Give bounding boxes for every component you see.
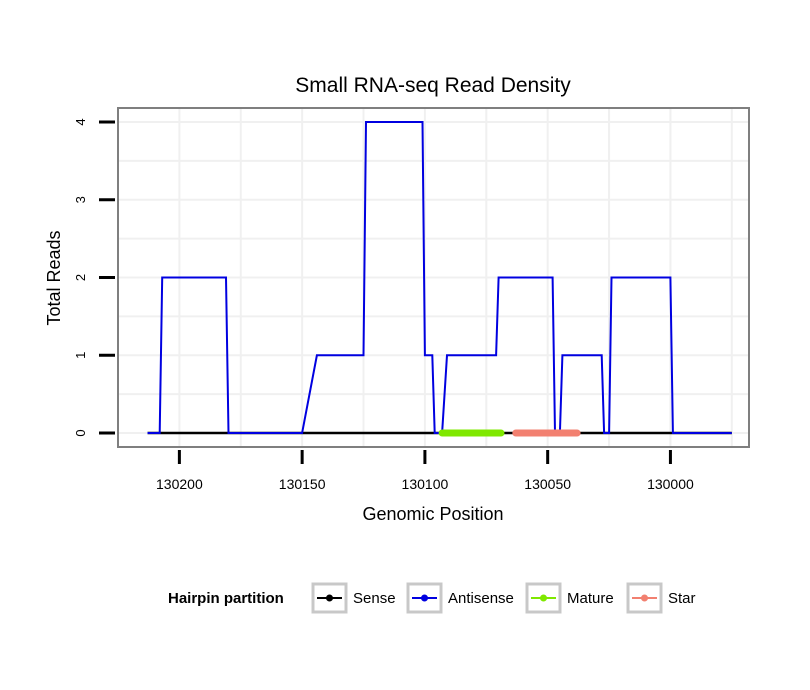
x-tick-label: 130000 xyxy=(647,476,694,492)
y-tick-label: 2 xyxy=(73,274,88,281)
legend-marker-mature xyxy=(540,594,547,602)
x-tick-label: 130150 xyxy=(279,476,326,492)
x-tick-label: 130050 xyxy=(524,476,571,492)
x-tick-label: 130200 xyxy=(156,476,203,492)
legend-marker-sense xyxy=(326,594,333,602)
legend-label-mature: Mature xyxy=(567,590,614,607)
y-axis-label: Total Reads xyxy=(44,230,64,325)
series-antisense-line xyxy=(147,121,732,434)
x-tick-label: 130100 xyxy=(402,476,449,492)
legend-label-antisense: Antisense xyxy=(448,590,514,607)
chart-title: Small RNA-seq Read Density xyxy=(295,74,571,97)
y-tick-label: 3 xyxy=(73,196,88,203)
legend: Hairpin partition Sense Antisense Mature St… xyxy=(168,582,696,614)
legend-marker-star xyxy=(641,594,648,602)
y-tick-label: 1 xyxy=(73,352,88,359)
legend-label-star: Star xyxy=(668,590,696,607)
y-tick-label: 0 xyxy=(73,429,88,436)
series-layer xyxy=(147,121,732,437)
legend-title: Hairpin partition xyxy=(168,590,284,607)
legend-marker-antisense xyxy=(421,594,428,602)
x-axis-label: Genomic Position xyxy=(362,504,503,524)
plot-border xyxy=(117,107,750,448)
legend-label-sense: Sense xyxy=(353,590,396,607)
axes: 130200 130150 130100 130050 130000 0 1 2 3 4 xyxy=(73,118,694,492)
y-tick-label: 4 xyxy=(73,118,88,125)
